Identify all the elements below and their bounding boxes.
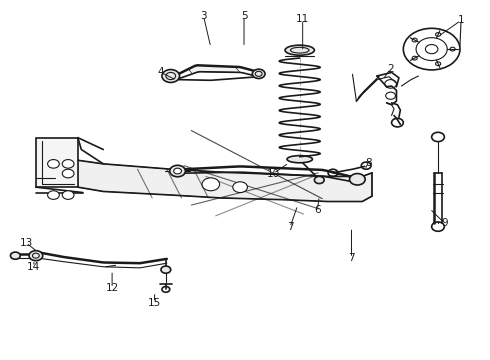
Text: 7: 7	[287, 222, 293, 232]
Text: 3: 3	[200, 11, 207, 21]
Text: 14: 14	[27, 262, 41, 272]
Text: 8: 8	[365, 158, 371, 168]
Text: 12: 12	[105, 283, 119, 293]
Circle shape	[233, 182, 247, 193]
Circle shape	[48, 159, 59, 168]
Text: 2: 2	[387, 64, 394, 74]
Polygon shape	[36, 138, 78, 187]
Circle shape	[252, 69, 265, 78]
Text: 9: 9	[441, 218, 448, 228]
Circle shape	[315, 176, 324, 184]
Circle shape	[173, 168, 181, 174]
Circle shape	[161, 266, 171, 273]
Circle shape	[62, 191, 74, 199]
Text: 6: 6	[314, 206, 320, 216]
Text: 15: 15	[148, 298, 161, 308]
Circle shape	[48, 191, 59, 199]
Text: 13: 13	[20, 238, 33, 248]
Text: 7: 7	[348, 253, 355, 263]
Ellipse shape	[285, 45, 315, 55]
Circle shape	[170, 165, 185, 177]
Ellipse shape	[287, 156, 313, 163]
Circle shape	[62, 169, 74, 178]
Text: 10: 10	[267, 168, 280, 179]
Circle shape	[62, 159, 74, 168]
Circle shape	[349, 174, 365, 185]
Circle shape	[29, 251, 43, 261]
Text: 4: 4	[158, 67, 164, 77]
Circle shape	[162, 69, 179, 82]
Circle shape	[10, 252, 20, 259]
Text: 11: 11	[296, 14, 309, 24]
Polygon shape	[189, 65, 240, 74]
Text: 5: 5	[241, 11, 247, 21]
Text: 1: 1	[458, 15, 465, 26]
Circle shape	[202, 178, 220, 191]
Polygon shape	[78, 160, 372, 202]
